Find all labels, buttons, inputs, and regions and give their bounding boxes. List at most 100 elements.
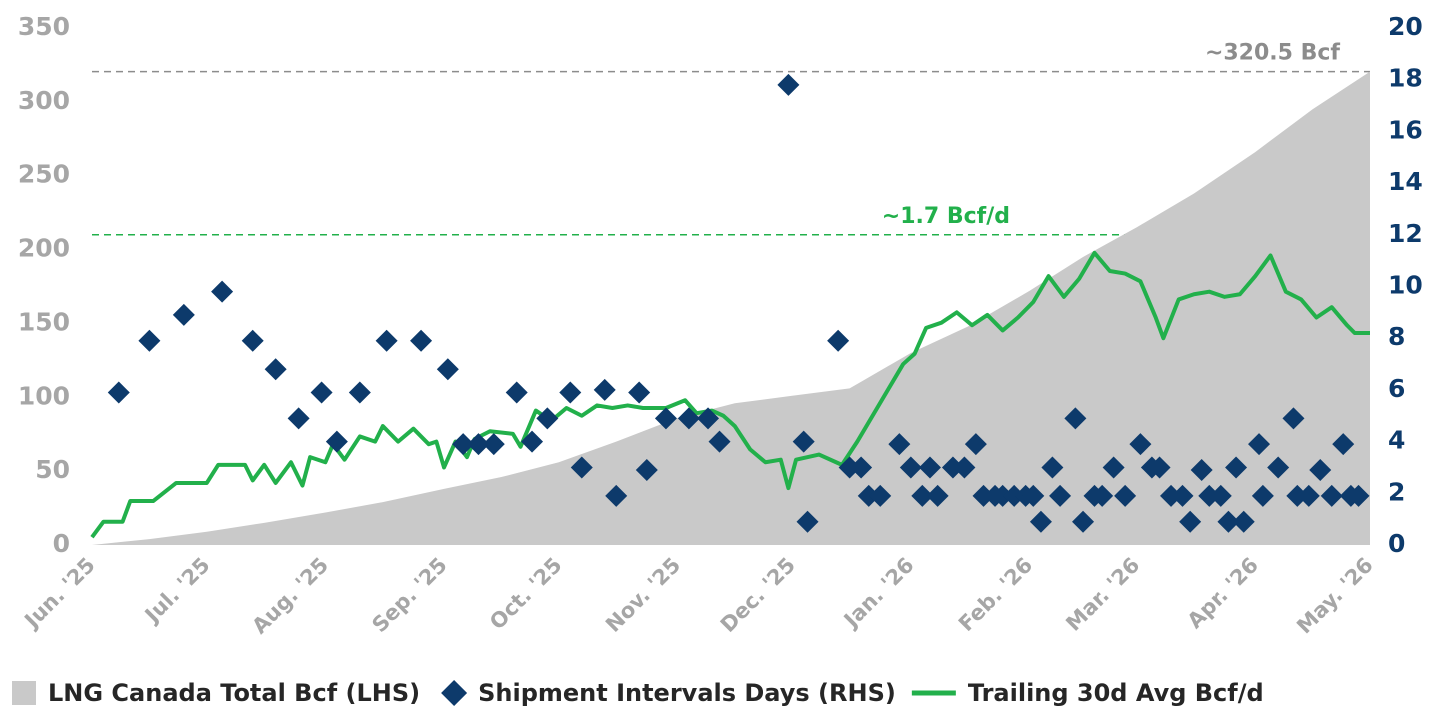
marker — [1003, 484, 1026, 507]
y-tick-label: 300 — [18, 86, 70, 115]
x-tick-label: Jun. '25 — [19, 553, 100, 634]
y2-tick-label: 8 — [1388, 322, 1405, 351]
x-tick-label: Dec. '25 — [716, 553, 800, 637]
marker — [436, 358, 459, 381]
marker — [899, 456, 922, 479]
y-tick-label: 150 — [18, 307, 70, 336]
marker — [348, 381, 371, 404]
marker — [410, 329, 433, 352]
marker — [654, 407, 677, 430]
marker — [677, 407, 700, 430]
marker — [287, 407, 310, 430]
marker — [107, 381, 130, 404]
marker — [264, 358, 287, 381]
marker — [505, 381, 528, 404]
x-tick-label: Oct. '25 — [485, 553, 567, 635]
marker — [172, 303, 195, 326]
marker — [241, 329, 264, 352]
marker — [593, 378, 616, 401]
marker — [1232, 510, 1255, 533]
marker — [1129, 433, 1152, 456]
y-tick-label: 250 — [18, 160, 70, 189]
marker — [325, 430, 348, 453]
marker — [869, 484, 892, 507]
marker — [570, 456, 593, 479]
y2-tick-label: 6 — [1388, 374, 1405, 403]
marker — [559, 381, 582, 404]
x-tick-label: Apr. '26 — [1183, 553, 1263, 633]
marker — [482, 433, 505, 456]
marker — [1332, 433, 1355, 456]
marker — [918, 456, 941, 479]
marker — [635, 459, 658, 482]
marker — [1190, 459, 1213, 482]
reference-label: ~320.5 Bcf — [1205, 41, 1340, 66]
y2-tick-label: 20 — [1388, 12, 1423, 41]
x-tick-label: May. '26 — [1292, 553, 1378, 639]
marker — [605, 484, 628, 507]
legend-swatch — [12, 681, 36, 705]
marker — [375, 329, 398, 352]
marker — [310, 381, 333, 404]
legend-label: LNG Canada Total Bcf (LHS) — [48, 679, 420, 707]
marker — [536, 407, 559, 430]
marker — [888, 433, 911, 456]
y2-tick-label: 14 — [1388, 167, 1423, 196]
marker — [991, 484, 1014, 507]
marker — [697, 407, 720, 430]
reference-label: ~1.7 Bcf/d — [882, 204, 1010, 229]
x-tick-label: Jan. '26 — [838, 553, 919, 634]
marker — [1064, 407, 1087, 430]
marker — [708, 430, 731, 453]
x-tick-label: Jul. '25 — [139, 553, 215, 629]
x-tick-label: Nov. '25 — [601, 553, 685, 637]
marker — [964, 433, 987, 456]
legend-label: Shipment Intervals Days (RHS) — [478, 679, 896, 707]
marker — [1267, 456, 1290, 479]
marker — [850, 456, 873, 479]
marker — [1072, 510, 1095, 533]
marker — [1248, 433, 1271, 456]
x-tick-label: Feb. '26 — [954, 553, 1037, 636]
marker — [1114, 484, 1137, 507]
marker — [1029, 510, 1052, 533]
marker — [521, 430, 544, 453]
y-tick-label: 350 — [18, 12, 70, 41]
marker — [467, 433, 490, 456]
marker — [1225, 456, 1248, 479]
marker — [1217, 510, 1240, 533]
marker — [926, 484, 949, 507]
marker — [1320, 484, 1343, 507]
marker — [911, 484, 934, 507]
marker — [1041, 456, 1064, 479]
marker — [211, 280, 234, 303]
marker — [1282, 407, 1305, 430]
y2-tick-label: 4 — [1388, 426, 1405, 455]
x-tick-label: Aug. '25 — [247, 553, 333, 639]
marker — [1309, 459, 1332, 482]
marker — [1179, 510, 1202, 533]
y2-tick-label: 0 — [1388, 529, 1405, 558]
marker — [796, 510, 819, 533]
marker — [1091, 484, 1114, 507]
marker — [1160, 484, 1183, 507]
y2-tick-label: 16 — [1388, 115, 1423, 144]
marker — [857, 484, 880, 507]
marker — [777, 73, 800, 96]
marker — [1049, 484, 1072, 507]
marker — [1209, 484, 1232, 507]
marker — [941, 456, 964, 479]
marker — [972, 484, 995, 507]
y2-tick-label: 12 — [1388, 219, 1423, 248]
marker — [138, 329, 161, 352]
x-tick-label: Mar. '26 — [1061, 553, 1144, 636]
marker — [827, 329, 850, 352]
marker — [628, 381, 651, 404]
line — [90, 250, 1370, 539]
marker — [1102, 456, 1125, 479]
y2-tick-label: 18 — [1388, 64, 1423, 93]
marker — [1148, 456, 1171, 479]
marker — [452, 433, 475, 456]
legend-swatch — [441, 680, 468, 706]
